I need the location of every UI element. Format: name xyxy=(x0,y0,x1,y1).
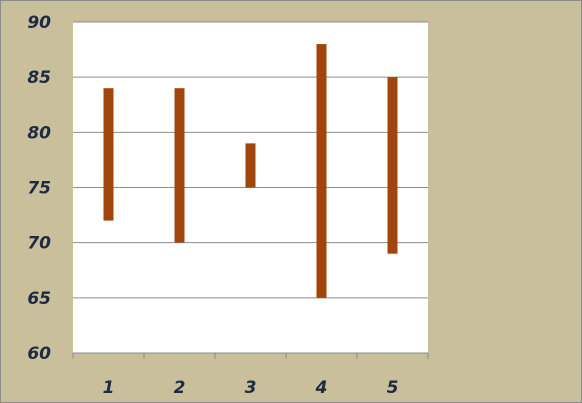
bar-3 xyxy=(245,143,256,188)
y-tick-label-65: 65 xyxy=(27,289,51,309)
x-axis-labels: 1 2 3 4 5 xyxy=(103,378,399,398)
y-tick-label-85: 85 xyxy=(27,68,51,88)
y-tick-label-75: 75 xyxy=(27,179,51,199)
x-tick-label-5: 5 xyxy=(387,378,399,398)
x-axis-ticks xyxy=(72,353,429,359)
y-tick-label-90: 90 xyxy=(27,13,51,33)
bars xyxy=(103,44,398,298)
y-axis-labels: 60 65 70 75 80 85 90 xyxy=(27,13,51,364)
y-tick-label-60: 60 xyxy=(27,344,51,364)
bar-2 xyxy=(174,88,185,243)
y-tick-label-70: 70 xyxy=(27,234,51,254)
bar-1 xyxy=(103,88,114,221)
bar-5 xyxy=(387,77,398,254)
x-tick-label-2: 2 xyxy=(174,378,186,398)
bar-4 xyxy=(316,44,327,298)
x-tick-label-1: 1 xyxy=(103,378,115,398)
x-tick-label-4: 4 xyxy=(315,378,328,398)
x-tick-label-3: 3 xyxy=(245,378,257,398)
y-tick-label-80: 80 xyxy=(27,123,51,143)
